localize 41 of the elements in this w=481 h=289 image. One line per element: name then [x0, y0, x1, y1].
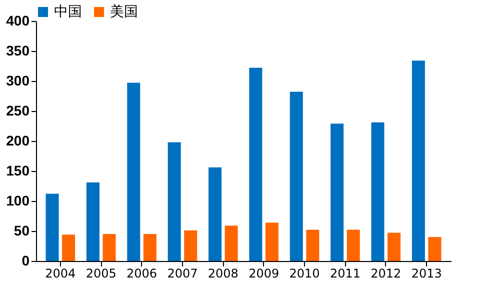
bar: [184, 230, 198, 261]
legend-label: 美国: [110, 4, 138, 20]
bar: [102, 234, 116, 261]
legend-label: 中国: [54, 4, 82, 20]
bar: [346, 230, 360, 261]
bar: [208, 167, 222, 261]
bar: [330, 124, 344, 261]
bar: [412, 60, 425, 261]
bar: [143, 234, 156, 261]
bar: [290, 92, 303, 261]
bar: [86, 182, 100, 261]
y-tick-label: 350: [6, 42, 30, 58]
bar: [306, 230, 320, 261]
x-tick-label: 2013: [411, 266, 442, 280]
x-tick-label: 2011: [330, 266, 360, 280]
y-tick-label: 150: [6, 162, 30, 178]
x-tick-label: 2012: [370, 266, 402, 280]
y-tick-label: 50: [14, 222, 30, 238]
bar: [224, 226, 238, 261]
bar: [428, 237, 442, 261]
bar: [265, 222, 278, 261]
x-tick-label: 2010: [289, 266, 320, 280]
x-tick-label: 2005: [86, 266, 116, 280]
y-tick-label: 200: [6, 132, 30, 148]
y-tick-label: 0: [22, 252, 30, 268]
y-tick-label: 300: [6, 72, 30, 88]
y-tick-label: 400: [6, 12, 30, 28]
bar: [127, 82, 140, 261]
y-tick-label: 250: [6, 102, 30, 118]
bar: [168, 142, 181, 261]
y-tick-label: 100: [6, 192, 30, 208]
bar: [62, 234, 76, 261]
x-tick-label: 2004: [45, 266, 76, 280]
x-tick-label: 2007: [167, 266, 198, 280]
bar: [249, 68, 262, 261]
bar: [46, 194, 59, 261]
x-tick-label: 2009: [248, 266, 280, 280]
x-tick-label: 2008: [208, 266, 238, 280]
bar: [388, 232, 401, 261]
x-tick-label: 2006: [126, 266, 158, 280]
bar: [371, 122, 384, 261]
